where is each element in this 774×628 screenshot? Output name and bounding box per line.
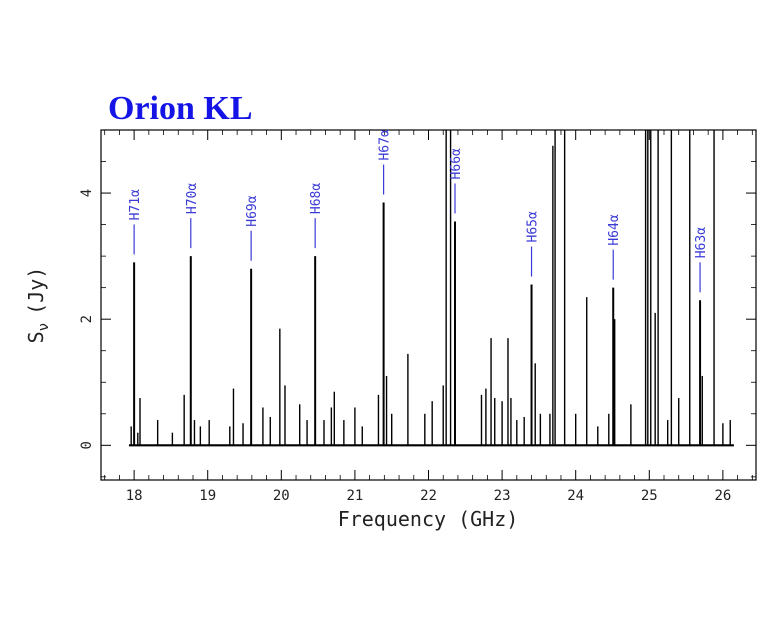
x-tick-label: 21 [346,488,363,504]
y-tick-label: 2 [79,315,95,323]
rrl-label: H68α [309,183,324,214]
rrl-label: H69α [245,195,260,226]
x-tick-label: 25 [641,488,658,504]
rrl-label: H67α [378,129,393,160]
chart-title: Orion KL [108,90,253,127]
svg-text:Sν(Jy): Sν (Jy) [24,267,52,344]
rrl-labels-layer: H71α H70α H69α H68α H67α H66α H65α H64α H63α [128,129,709,293]
rrl-label: H65α [526,211,541,242]
rrl-label: H64α [607,214,622,245]
x-tick-label: 18 [126,488,143,504]
rrl-label: H63α [694,227,709,258]
y-axis-label-sub: ν [36,323,52,331]
x-tick-label: 26 [714,488,731,504]
x-axis-label: Frequency (GHz) [338,507,519,531]
x-tick-label: 23 [494,488,511,504]
rrl-label: H66α [449,148,464,179]
rrl-label: H71α [128,189,143,220]
y-axis-label-main: S [24,331,48,343]
y-tick-label: 4 [79,189,95,197]
rrl-label: H70α [185,183,200,214]
x-tick-label: 22 [420,488,437,504]
y-tick-label: 0 [79,441,95,449]
x-tick-label: 24 [567,488,584,504]
y-axis-label-unit: (Jy) [24,267,48,315]
x-tick-label: 19 [199,488,216,504]
y-axis-label: Sν (Jy) [24,267,52,344]
spectrum-layer [128,130,734,447]
x-tick-label: 20 [273,488,290,504]
